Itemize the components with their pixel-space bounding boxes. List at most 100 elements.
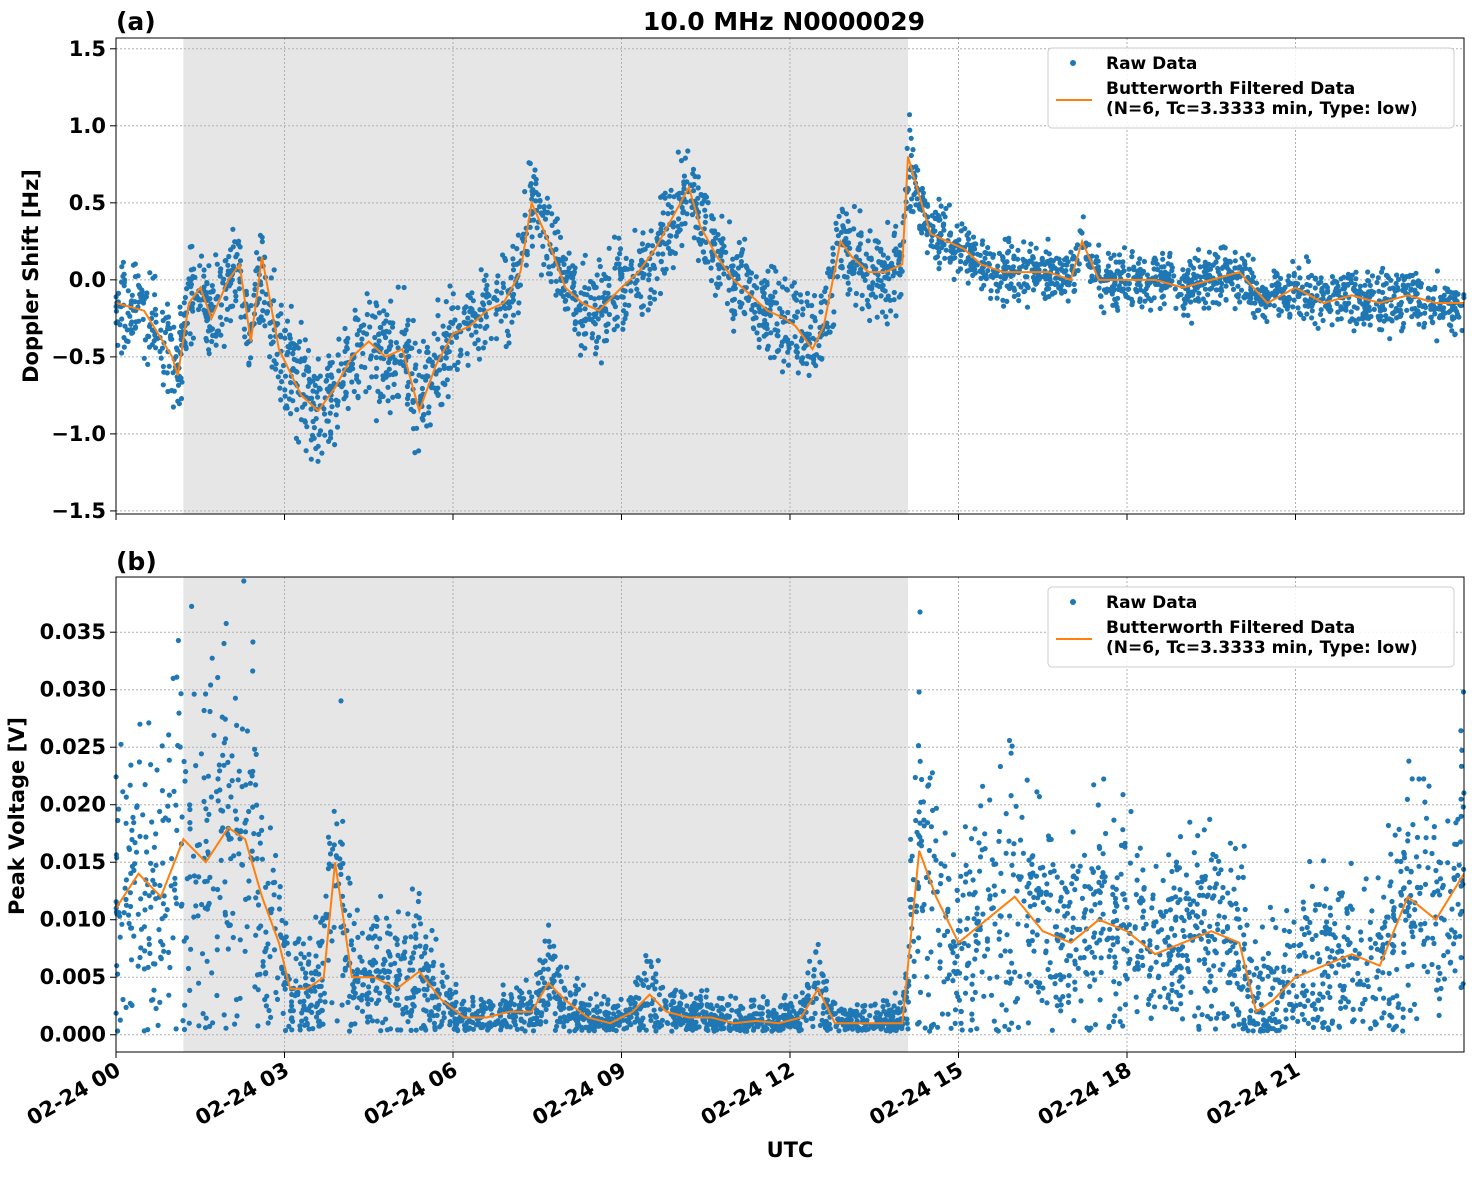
raw-point [223,910,228,915]
raw-point [604,329,609,334]
raw-point [946,1012,951,1017]
raw-point [287,345,292,350]
raw-point [905,1026,910,1031]
raw-point [933,255,938,260]
raw-point [336,368,341,373]
raw-point [1273,925,1278,930]
raw-point [1437,892,1442,897]
raw-point [129,299,134,304]
raw-point [487,300,492,305]
raw-point [423,364,428,369]
raw-point [405,396,410,401]
raw-point [1387,1023,1392,1028]
raw-point [958,259,963,264]
raw-point [1146,296,1151,301]
panel-a-label: (a) [116,7,156,36]
raw-point [1016,298,1021,303]
raw-point [1103,831,1108,836]
raw-point [1117,1006,1122,1011]
raw-point [964,927,969,932]
raw-point [122,272,127,277]
legend-filtered-label: Butterworth Filtered Data [1106,79,1355,99]
raw-point [299,320,304,325]
raw-point [201,274,206,279]
raw-point [652,290,657,295]
raw-point [812,967,817,972]
raw-point [1135,853,1140,858]
raw-point [936,197,941,202]
raw-point [401,363,406,368]
raw-point [1192,1013,1197,1018]
raw-point [1272,303,1277,308]
raw-point [494,289,499,294]
raw-point [1018,838,1023,843]
raw-point [1320,981,1325,986]
raw-point [335,1018,340,1023]
raw-point [1214,950,1219,955]
raw-point [1021,898,1026,903]
raw-point [413,341,418,346]
raw-point [1155,262,1160,267]
raw-point [1362,283,1367,288]
raw-point [328,851,333,856]
raw-point [1117,272,1122,277]
raw-point [137,955,142,960]
raw-point [1233,258,1238,263]
raw-point [796,370,801,375]
raw-point [992,921,997,926]
raw-point [757,345,762,350]
raw-point [1432,285,1437,290]
raw-point [1009,1021,1014,1026]
raw-point [444,299,449,304]
raw-point [1233,901,1238,906]
raw-point [206,263,211,268]
raw-point [799,299,804,304]
raw-point [765,347,770,352]
raw-point [657,992,662,997]
raw-point [752,283,757,288]
raw-point [1083,970,1088,975]
raw-point [248,781,253,786]
raw-point [465,351,470,356]
raw-point [288,411,293,416]
raw-point [349,942,354,947]
raw-point [592,312,597,317]
raw-point [709,278,714,283]
raw-point [1412,1002,1417,1007]
raw-point [310,378,315,383]
raw-point [404,349,409,354]
raw-point [917,609,922,614]
raw-point [968,1028,973,1033]
raw-point [681,182,686,187]
raw-point [1064,927,1069,932]
raw-point [481,345,486,350]
raw-point [1193,256,1198,261]
raw-point [1203,300,1208,305]
raw-point [117,322,122,327]
raw-point [1001,304,1006,309]
raw-point [484,314,489,319]
raw-point [272,267,277,272]
raw-point [384,349,389,354]
raw-point [316,964,321,969]
raw-point [1067,900,1072,905]
raw-point [860,293,865,298]
raw-point [768,355,773,360]
raw-point [356,395,361,400]
raw-point [805,970,810,975]
raw-point [971,892,976,897]
raw-point [1434,338,1439,343]
raw-point [1020,264,1025,269]
raw-point [470,1003,475,1008]
raw-point [995,296,1000,301]
raw-point [509,320,514,325]
raw-point [1246,252,1251,257]
raw-point [992,883,997,888]
raw-point [852,204,857,209]
raw-point [535,225,540,230]
raw-point [439,980,444,985]
raw-point [683,156,688,161]
raw-point [1044,1000,1049,1005]
raw-point [514,246,519,251]
raw-point [1368,920,1373,925]
